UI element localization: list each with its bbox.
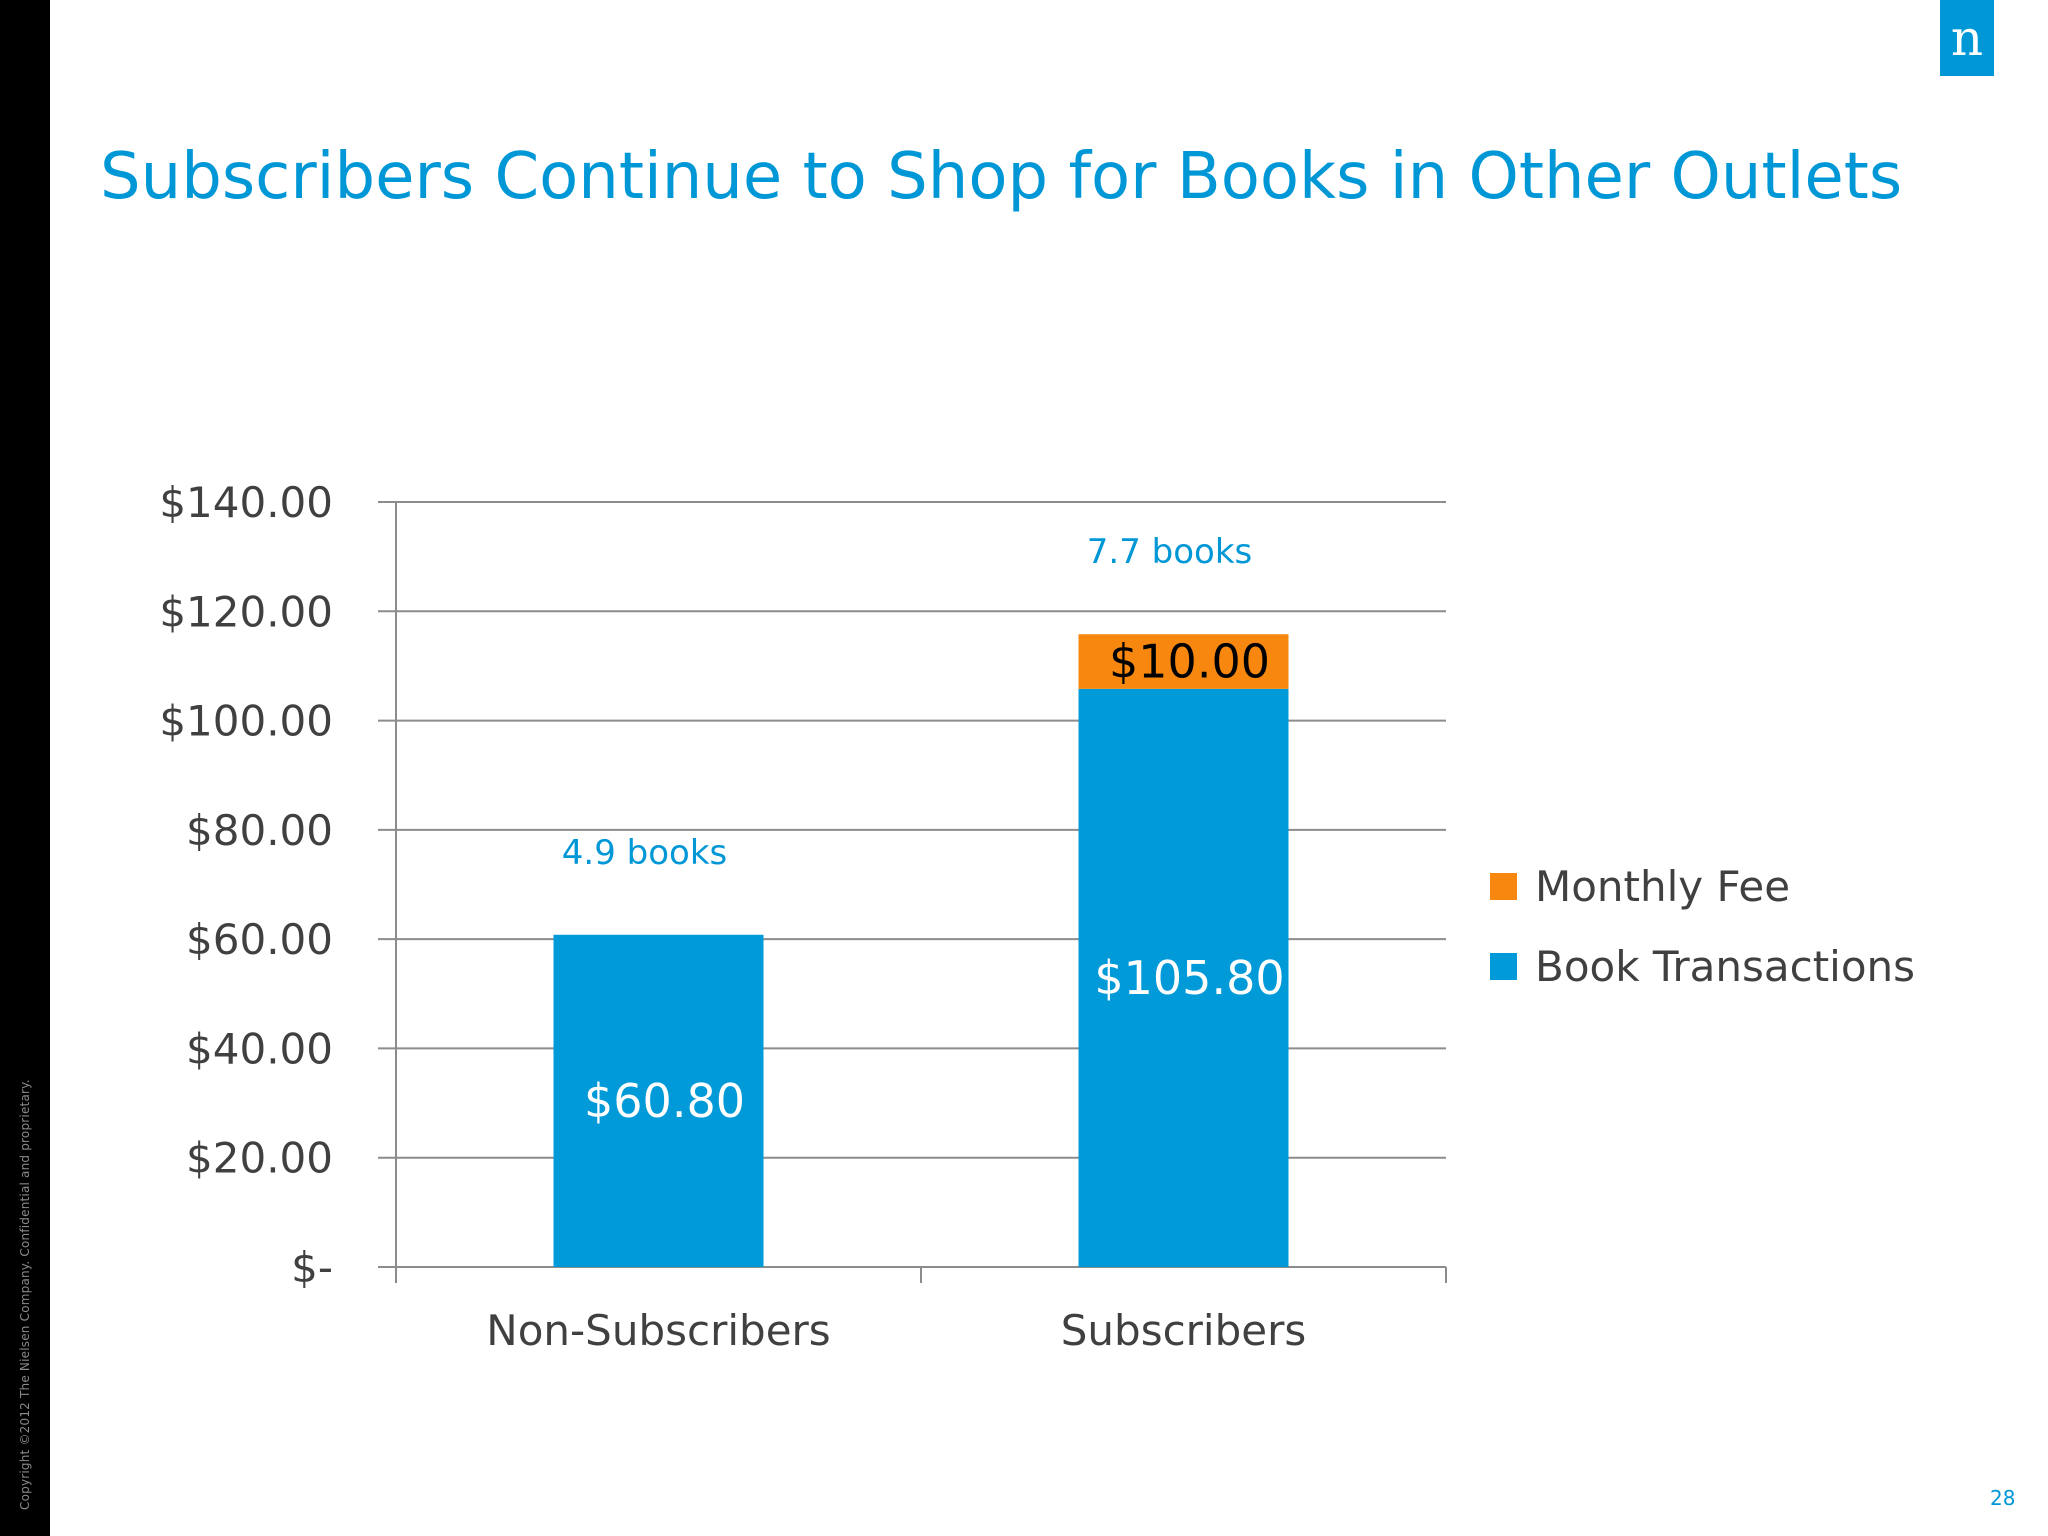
books-annotation: 7.7 books [1087,532,1252,572]
bar-monthly-fee-subscribers [1078,634,1289,689]
nielsen-logo: n [1940,0,1994,76]
logo-letter: n [1950,9,1984,67]
page-number: 28 [1990,1486,2016,1510]
legend-swatch-monthly-fee [1490,872,1517,900]
legend-label-book-transactions: Book Transactions [1535,941,1916,991]
bar-book-transactions-subscribers [1078,688,1289,1267]
y-tick-label: $40.00 [186,1024,333,1073]
x-category-label: Non-Subscribers [486,1306,830,1355]
y-tick-label: $20.00 [186,1134,333,1183]
x-category-label: Subscribers [1061,1306,1307,1355]
y-tick-label: $100.00 [159,697,333,746]
legend-item-book-transactions: Book Transactions [1490,926,1915,1006]
bar-book-transactions-non-subscribers [553,934,764,1267]
y-tick-label: $- [291,1243,333,1292]
books-annotation: 4.9 books [562,833,727,873]
y-tick-label: $60.00 [186,915,333,964]
data-label: $60.80 [584,1074,745,1128]
y-tick-label: $140.00 [159,478,333,527]
y-tick-label: $80.00 [186,806,333,855]
data-label: $10.00 [1109,635,1270,689]
data-label: $105.80 [1094,951,1284,1005]
legend-label-monthly-fee: Monthly Fee [1535,861,1791,911]
chart-legend: Monthly Fee Book Transactions [1490,846,1915,1006]
legend-swatch-book-transactions [1490,952,1517,980]
page-title: Subscribers Continue to Shop for Books i… [100,140,1903,214]
y-tick-label: $120.00 [159,587,333,636]
left-strip [0,0,50,1536]
legend-item-monthly-fee: Monthly Fee [1490,846,1915,926]
